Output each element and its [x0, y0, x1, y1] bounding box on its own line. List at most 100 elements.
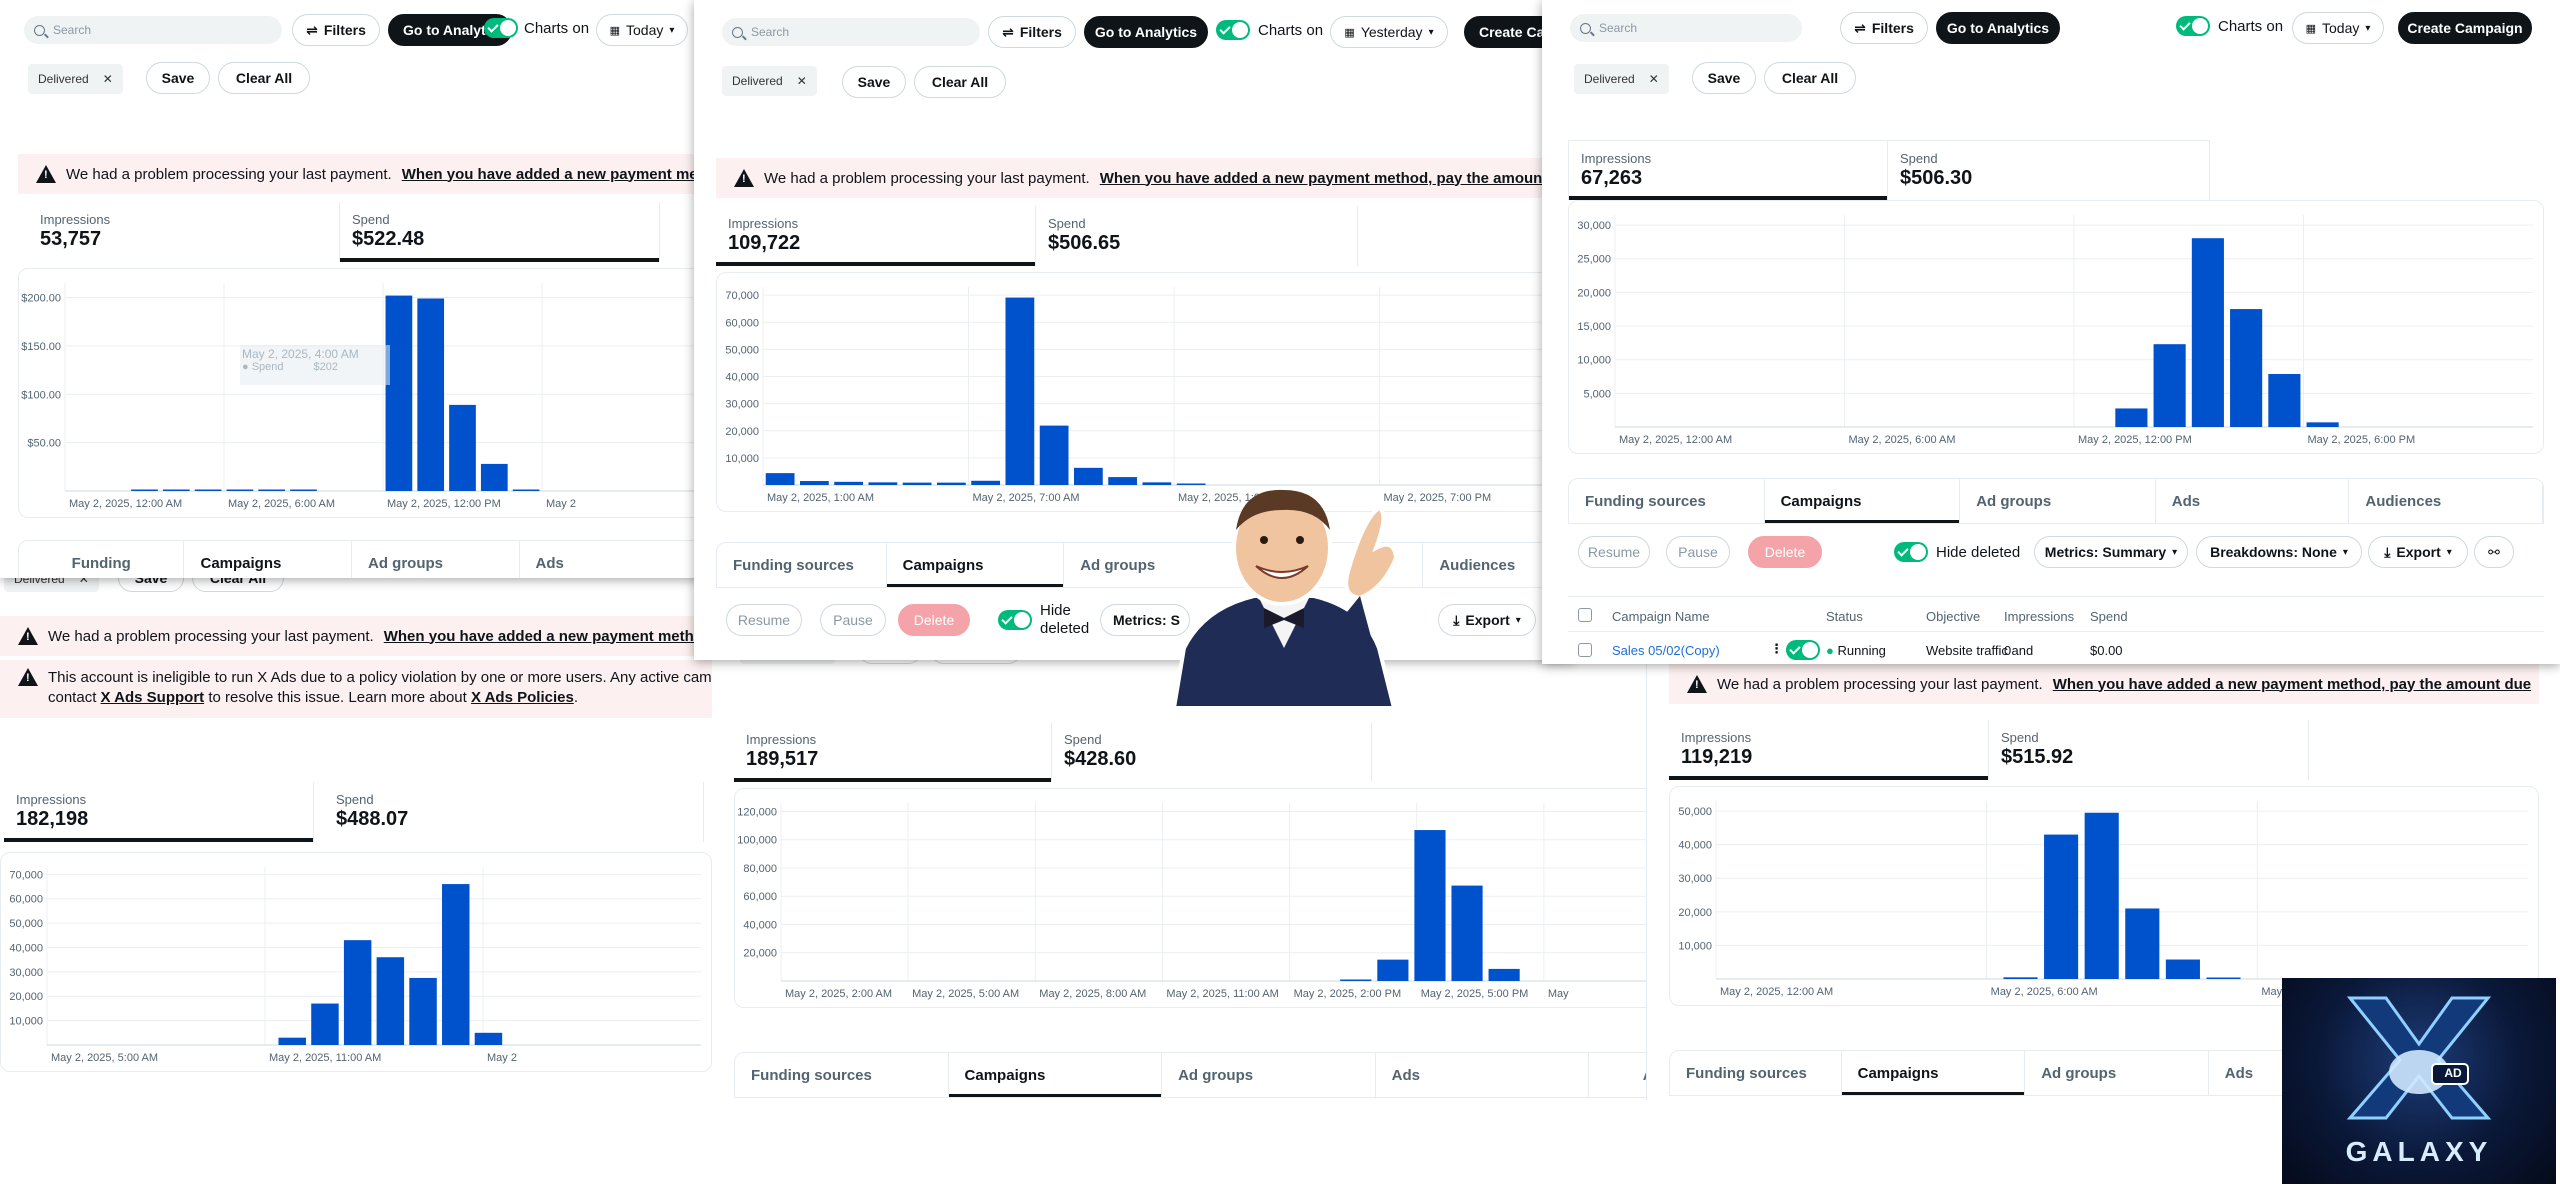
chart-bar[interactable] — [343, 940, 372, 1045]
close-icon[interactable]: ✕ — [796, 74, 807, 88]
chart-bar[interactable] — [936, 482, 966, 485]
charts-toggle[interactable] — [484, 18, 518, 38]
tab-audiences[interactable]: Audiences — [2349, 479, 2543, 523]
clear-all-button[interactable]: Clear All — [914, 66, 1006, 98]
tab-campaigns[interactable]: Campaigns — [1841, 1051, 2026, 1095]
ads-support-link[interactable]: X Ads Support — [100, 689, 205, 706]
filters-button[interactable]: ⇌ Filters — [988, 16, 1076, 48]
chart-bar[interactable] — [765, 473, 795, 485]
chart-bar[interactable] — [2306, 422, 2339, 427]
row-menu-icon[interactable]: ⋮ — [1770, 641, 1783, 656]
chart-bar[interactable] — [417, 298, 445, 491]
analytics-button[interactable]: Go to Analytics — [1084, 16, 1208, 48]
spend-metric[interactable]: Spend $488.07 — [324, 782, 704, 842]
create-campaign-button[interactable]: Create Campaign — [2398, 12, 2532, 44]
spend-metric[interactable]: Spend $515.92 — [1989, 720, 2309, 780]
search-input[interactable]: Search — [24, 16, 282, 44]
chart-bar[interactable] — [131, 489, 158, 492]
clear-all-button[interactable]: Clear All — [1764, 62, 1856, 94]
chart-bar[interactable] — [902, 482, 932, 485]
pause-button[interactable]: Pause — [820, 604, 886, 636]
chart-bar[interactable] — [2206, 977, 2241, 980]
save-button[interactable]: Save — [146, 62, 210, 94]
hide-deleted-toggle[interactable] — [998, 610, 1032, 630]
payment-alert-link[interactable]: When you have added a new payment method… — [401, 165, 712, 183]
payment-alert-link[interactable]: When you have added a new payment method… — [1099, 169, 1574, 187]
tab-campaigns[interactable]: Campaigns — [184, 541, 353, 578]
clear-all-button[interactable]: Clear All — [218, 62, 310, 94]
chart-bar[interactable] — [278, 1037, 306, 1045]
impressions-metric[interactable]: Impressions 189,517 — [734, 722, 1052, 782]
analytics-button[interactable]: Go to Analytics — [1936, 12, 2060, 44]
chart-bar[interactable] — [2230, 309, 2263, 427]
filter-chip[interactable]: Delivered ✕ — [28, 64, 123, 94]
chart-bar[interactable] — [1039, 425, 1069, 485]
tab-ad-groups[interactable]: Ad groups — [352, 541, 520, 578]
link-button[interactable]: ⚯ — [2474, 536, 2514, 568]
chart-bar[interactable] — [971, 480, 1001, 485]
chart-bar[interactable] — [1340, 979, 1372, 982]
save-button[interactable]: Save — [842, 66, 906, 98]
impressions-metric[interactable]: Impressions 119,219 — [1669, 720, 1989, 780]
chart-bar[interactable] — [409, 977, 437, 1045]
chart-bar[interactable] — [385, 295, 413, 491]
spend-metric[interactable]: Spend $428.60 — [1052, 722, 1372, 782]
chart-bar[interactable] — [449, 404, 476, 491]
col-campaign-name[interactable]: Campaign Name — [1612, 609, 1710, 624]
col-status[interactable]: Status — [1826, 609, 1863, 624]
chart-bar[interactable] — [376, 957, 405, 1045]
charts-toggle[interactable] — [2176, 16, 2210, 36]
tab-campaigns[interactable]: Campaigns — [1764, 479, 1961, 523]
impressions-metric[interactable]: Impressions 67,263 — [1568, 140, 1888, 200]
campaign-name-link[interactable]: Sales 05/02(Copy) — [1612, 643, 1720, 658]
col-objective[interactable]: Objective — [1926, 609, 1981, 624]
chart-bar[interactable] — [1005, 297, 1035, 485]
chart-bar[interactable] — [2165, 959, 2200, 979]
chart-bar[interactable] — [290, 489, 317, 492]
chart-bar[interactable] — [2125, 908, 2160, 979]
col-impressions[interactable]: Impressions — [2004, 609, 2075, 624]
chart-bar[interactable] — [442, 884, 470, 1045]
chart-bar[interactable] — [194, 489, 222, 492]
chart-bar[interactable] — [2115, 408, 2148, 427]
breakdowns-select[interactable]: Breakdowns: None ▾ — [2196, 536, 2362, 568]
tab-campaigns[interactable]: Campaigns — [948, 1053, 1163, 1097]
tab-ad-groups[interactable]: Ad groups — [1162, 1053, 1376, 1097]
chart-bar[interactable] — [1451, 885, 1483, 981]
table-row[interactable]: Sales 05/02(Copy) ⋮ ● Running Website tr… — [1568, 632, 2544, 664]
chart-bar[interactable] — [1142, 482, 1172, 485]
chart-bar[interactable] — [2003, 977, 2038, 979]
tab-ad-groups[interactable]: Ad groups — [1064, 543, 1424, 587]
chart-bar[interactable] — [1488, 968, 1520, 981]
chart-bar[interactable] — [799, 481, 829, 485]
tab-ads[interactable]: Ads — [1376, 1053, 1590, 1097]
tab-funding-sources[interactable]: Funding sources — [1670, 1051, 1842, 1095]
chart-bar[interactable] — [1073, 467, 1103, 485]
chart-bar[interactable] — [2084, 812, 2119, 979]
chart-bar[interactable] — [480, 463, 508, 491]
chart-bar[interactable] — [1414, 830, 1446, 981]
ads-policies-link[interactable]: X Ads Policies — [470, 689, 574, 706]
chart-bar[interactable] — [1176, 483, 1206, 486]
filter-chip[interactable]: Delivered ✕ — [722, 66, 817, 96]
tab-funding-sources[interactable]: Funding sources — [717, 543, 887, 587]
export-button[interactable]: ⤓ Export ▾ — [2368, 536, 2468, 568]
search-input[interactable]: Search — [722, 18, 980, 46]
chart-bar[interactable] — [2153, 344, 2186, 427]
metrics-select[interactable]: Metrics: S — [1100, 604, 1190, 636]
chart-bar[interactable] — [2268, 374, 2301, 427]
select-all-checkbox[interactable] — [1578, 608, 1592, 622]
filters-button[interactable]: ⇌ Filters — [1840, 12, 1928, 44]
tab-ad-groups[interactable]: Ad groups — [2025, 1051, 2209, 1095]
filters-button[interactable]: ⇌ Filters — [292, 14, 380, 46]
charts-toggle[interactable] — [1216, 20, 1250, 40]
spend-metric[interactable]: Spend $506.65 — [1036, 206, 1358, 266]
chart-bar[interactable] — [162, 489, 190, 492]
chart-bar[interactable] — [512, 489, 540, 492]
chart-bar[interactable] — [1108, 477, 1138, 485]
chart-bar[interactable] — [868, 482, 898, 485]
search-input[interactable]: Search — [1570, 14, 1802, 42]
save-button[interactable]: Save — [1692, 62, 1756, 94]
row-checkbox[interactable] — [1578, 643, 1592, 657]
tab-funding-sources[interactable]: Funding sources — [735, 1053, 949, 1097]
